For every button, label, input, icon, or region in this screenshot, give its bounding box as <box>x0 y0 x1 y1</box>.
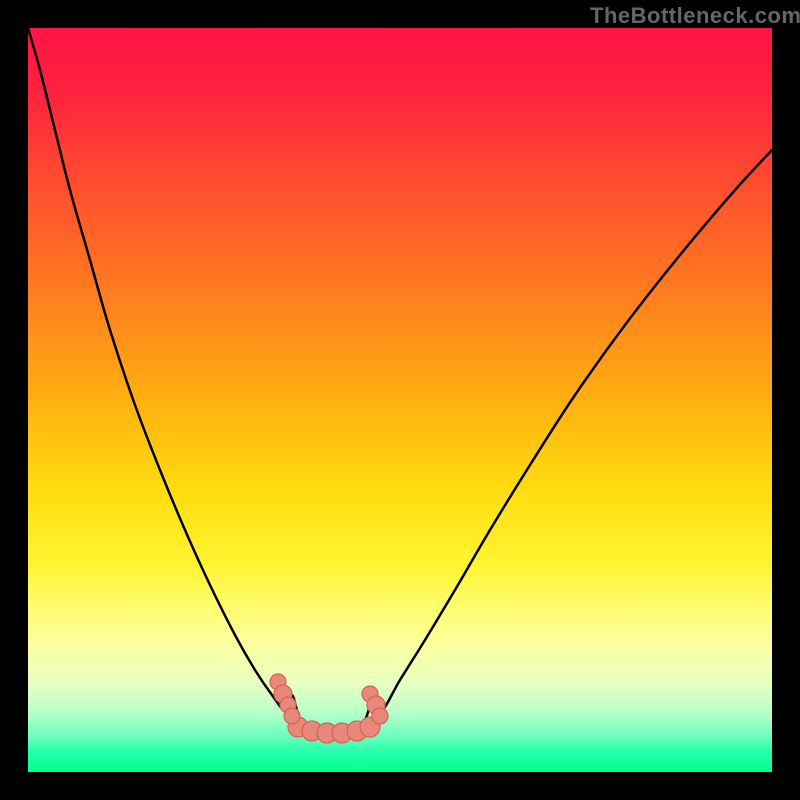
bottleneck-curve <box>28 28 772 733</box>
chart-svg <box>0 0 800 800</box>
marker-right-2 <box>372 708 388 724</box>
watermark-text: TheBottleneck.com <box>590 3 800 29</box>
chart-root: TheBottleneck.com <box>0 0 800 800</box>
marker-left-3 <box>284 708 300 724</box>
